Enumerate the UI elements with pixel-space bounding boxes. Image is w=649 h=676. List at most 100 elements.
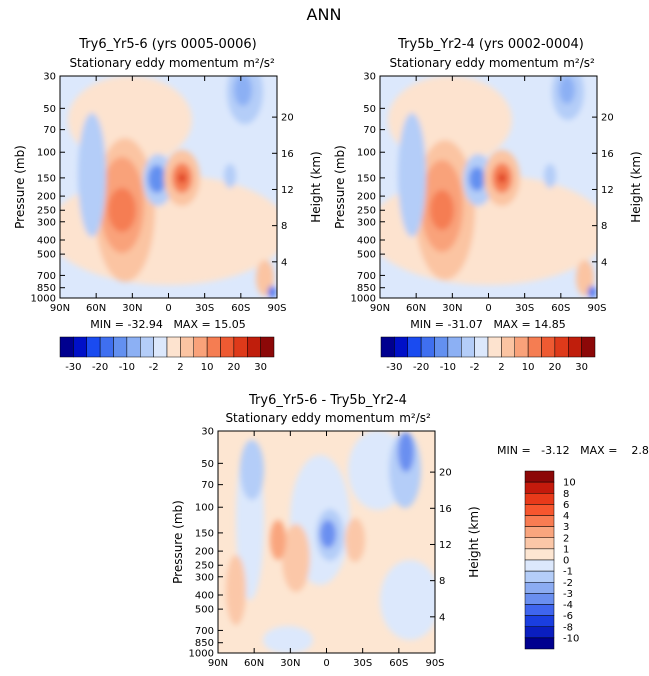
colorbar-swatch <box>260 336 275 358</box>
height-tick-label: 8 <box>281 221 287 232</box>
colorbar-swatch <box>524 504 555 516</box>
x-tick-label: 90S <box>267 303 286 314</box>
colorbar-swatch <box>193 336 208 358</box>
colorbar-label: -1 <box>563 567 573 578</box>
colorbar-label: 6 <box>563 500 569 511</box>
colorbar-swatch <box>247 336 261 358</box>
y-tick-label: 400 <box>357 235 376 246</box>
colorbar-swatch <box>86 336 101 358</box>
colorbar-swatch <box>394 336 408 358</box>
panel-difference: Try6_Yr5-6 - Try5b_Yr2-4 Stationary eddy… <box>171 393 649 669</box>
panel-1-title: Try6_Yr5-6 (yrs 0005-0006) <box>78 37 256 52</box>
colorbar-label: -3 <box>563 589 573 600</box>
x-tick-label: 90S <box>425 658 444 669</box>
colorbar-label: -2 <box>470 362 480 373</box>
colorbar-swatch <box>420 336 435 358</box>
y-tick-label: 300 <box>357 217 376 228</box>
panel-1-ylabel: Pressure (mb) <box>13 145 27 229</box>
x-tick-label: 0 <box>323 658 329 669</box>
panel-try6: Try6_Yr5-6 (yrs 0005-0006) Stationary ed… <box>13 37 323 373</box>
colorbar-swatch <box>524 570 555 583</box>
colorbar-swatch <box>524 526 555 538</box>
panel-3-title: Try6_Yr5-6 - Try5b_Yr2-4 <box>248 393 407 408</box>
colorbar-swatch <box>524 470 555 483</box>
colorbar-label: -2 <box>563 578 573 589</box>
colorbar-swatch <box>166 336 181 358</box>
panel-2-field <box>380 76 597 298</box>
colorbar-swatch <box>514 336 529 358</box>
panel-try5b: Try5b_Yr2-4 (yrs 0002-0004) Stationary e… <box>333 37 643 373</box>
colorbar-label: 30 <box>254 362 267 373</box>
height-tick-label: 8 <box>439 576 445 587</box>
y-tick-label: 850 <box>195 638 214 649</box>
colorbar-swatch <box>487 336 502 358</box>
height-tick-label: 4 <box>439 612 445 623</box>
y-tick-label: 150 <box>195 528 214 539</box>
colorbar-swatch <box>126 336 141 358</box>
colorbar-swatch <box>220 336 235 358</box>
height-tick-label: 12 <box>601 185 614 196</box>
colorbar-label: -20 <box>92 362 108 373</box>
x-tick-label: 90N <box>208 658 228 669</box>
colorbar-swatch <box>140 336 154 358</box>
colorbar-label: 3 <box>563 522 569 533</box>
y-tick-label: 850 <box>37 283 56 294</box>
colorbar-swatch <box>527 336 542 358</box>
colorbar-swatch <box>524 481 555 494</box>
x-tick-label: 30N <box>280 658 300 669</box>
y-tick-label: 100 <box>37 148 56 159</box>
y-tick-label: 150 <box>357 173 376 184</box>
colorbar-label: -8 <box>563 622 573 633</box>
y-tick-label: 100 <box>195 503 214 514</box>
colorbar-swatch <box>434 336 449 358</box>
colorbar-label: -10 <box>119 362 135 373</box>
panel-1-ylabel-right: Height (km) <box>309 151 323 222</box>
panel-3-units: m²/s² <box>399 411 431 425</box>
y-tick-label: 70 <box>201 480 214 491</box>
y-tick-label: 70 <box>43 125 56 136</box>
y-tick-label: 500 <box>37 250 56 261</box>
colorbar-label: 2 <box>498 362 504 373</box>
x-tick-label: 30S <box>515 303 534 314</box>
y-tick-label: 150 <box>37 173 56 184</box>
colorbar-label: -30 <box>65 362 81 373</box>
panel-3-ylabel: Pressure (mb) <box>171 500 185 584</box>
figure-title: ANN <box>307 5 342 24</box>
y-tick-label: 1000 <box>31 294 56 305</box>
x-tick-label: 90N <box>50 303 70 314</box>
colorbar-label: 1 <box>563 544 569 555</box>
y-tick-label: 850 <box>357 283 376 294</box>
height-tick-label: 16 <box>281 149 294 160</box>
x-tick-label: 90N <box>370 303 390 314</box>
panel-2-title: Try5b_Yr2-4 (yrs 0002-0004) <box>397 37 584 52</box>
colorbar-label: 8 <box>563 489 569 500</box>
height-tick-label: 8 <box>601 221 607 232</box>
colorbar-label: 10 <box>201 362 214 373</box>
x-tick-label: 60S <box>551 303 570 314</box>
panel-1-units: m²/s² <box>243 56 275 70</box>
colorbar-swatch <box>474 336 489 358</box>
colorbar-label: 20 <box>549 362 562 373</box>
colorbar-label: 4 <box>563 511 569 522</box>
colorbar-swatch <box>554 336 569 358</box>
colorbar-swatch <box>233 336 248 358</box>
x-tick-label: 60N <box>244 658 264 669</box>
panel-3-subtitle: Stationary eddy momentum <box>225 411 394 425</box>
y-tick-label: 50 <box>201 459 214 470</box>
y-tick-label: 100 <box>357 148 376 159</box>
x-tick-label: 30N <box>442 303 462 314</box>
colorbar-label: 2 <box>563 533 569 544</box>
colorbar-swatch <box>206 336 221 358</box>
y-tick-label: 30 <box>363 72 376 83</box>
x-tick-label: 30S <box>195 303 214 314</box>
colorbar-label: -4 <box>563 600 573 611</box>
colorbar-label: -30 <box>386 362 402 373</box>
colorbar-swatch <box>461 336 475 358</box>
y-tick-label: 400 <box>195 590 214 601</box>
x-tick-label: 90S <box>587 303 606 314</box>
y-tick-label: 500 <box>195 605 214 616</box>
